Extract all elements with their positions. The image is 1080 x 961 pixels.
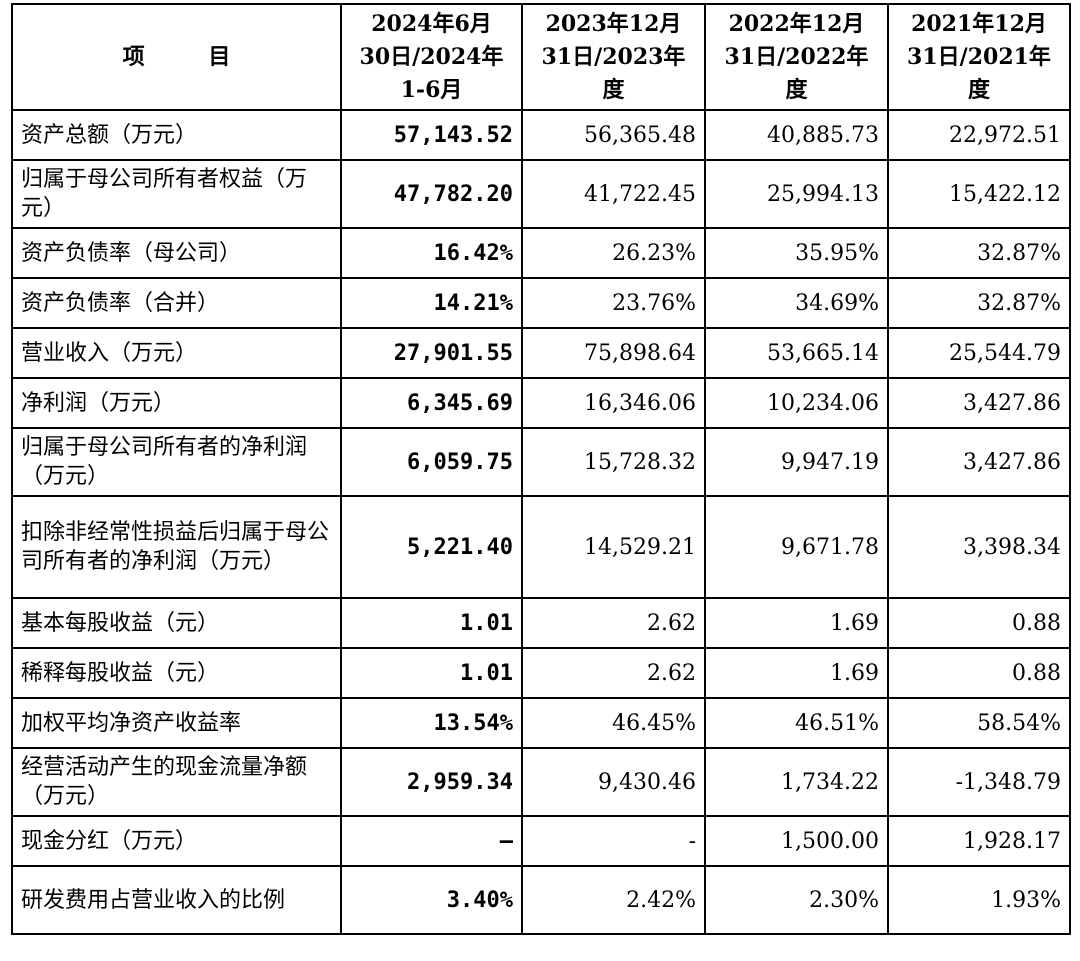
header-2021: 2021年12月 31日/2021年 度	[887, 3, 1071, 111]
value-cell: 32.87%	[887, 227, 1071, 279]
row-label: 资产总额（万元）	[11, 109, 342, 161]
value-cell: 16,346.06	[521, 377, 706, 429]
value-cell: -	[521, 815, 706, 867]
table-row: 营业收入（万元） 27,901.55 75,898.64 53,665.14 25,54…	[11, 327, 1071, 379]
value-cell: 35.95%	[704, 227, 889, 279]
value-cell: 15,422.12	[887, 159, 1071, 229]
row-label: 资产负债率（合并）	[11, 277, 342, 329]
table-row: 稀释每股收益（元） 1.01 2.62 1.69 0.88	[11, 647, 1071, 699]
row-label: 现金分红（万元）	[11, 815, 342, 867]
value-cell: 25,994.13	[704, 159, 889, 229]
value-cell: 25,544.79	[887, 327, 1071, 379]
table-row: 归属于母公司所有者权益（万元） 47,782.20 41,722.45 25,994.…	[11, 159, 1071, 229]
value-cell: 14.21%	[340, 277, 523, 329]
header-2022: 2022年12月 31日/2022年 度	[704, 3, 889, 111]
value-cell: 3,427.86	[887, 427, 1071, 497]
value-cell: 0.88	[887, 647, 1071, 699]
value-cell: 6,345.69	[340, 377, 523, 429]
value-cell: 2.42%	[521, 865, 706, 935]
value-cell: 0.88	[887, 597, 1071, 649]
row-label: 营业收入（万元）	[11, 327, 342, 379]
value-cell: 41,722.45	[521, 159, 706, 229]
row-label: 扣除非经常性损益后归属于母公司所有者的净利润（万元）	[11, 495, 342, 599]
value-cell: 27,901.55	[340, 327, 523, 379]
value-cell: 1.01	[340, 647, 523, 699]
value-cell: 9,671.78	[704, 495, 889, 599]
table-row: 归属于母公司所有者的净利润（万元） 6,059.75 15,728.32 9,947.…	[11, 427, 1071, 497]
table-row: 扣除非经常性损益后归属于母公司所有者的净利润（万元） 5,221.40 14,529…	[11, 495, 1071, 599]
row-label: 净利润（万元）	[11, 377, 342, 429]
value-cell: 10,234.06	[704, 377, 889, 429]
value-cell: 9,947.19	[704, 427, 889, 497]
value-cell: 56,365.48	[521, 109, 706, 161]
value-cell: 16.42%	[340, 227, 523, 279]
header-2023: 2023年12月 31日/2023年 度	[521, 3, 706, 111]
row-label: 归属于母公司所有者权益（万元）	[11, 159, 342, 229]
value-cell: 1.93%	[887, 865, 1071, 935]
value-cell: 15,728.32	[521, 427, 706, 497]
row-label: 稀释每股收益（元）	[11, 647, 342, 699]
table-row: 资产总额（万元） 57,143.52 56,365.48 40,885.73 22,97…	[11, 109, 1071, 161]
row-label: 研发费用占营业收入的比例	[11, 865, 342, 935]
value-cell: 3.40%	[340, 865, 523, 935]
value-cell: 53,665.14	[704, 327, 889, 379]
financial-data-table: 项 目 2024年6月 30日/2024年 1-6月 2023年12月 31日/…	[11, 3, 1071, 935]
value-cell: 14,529.21	[521, 495, 706, 599]
value-cell: 57,143.52	[340, 109, 523, 161]
value-cell: 2,959.34	[340, 747, 523, 817]
value-cell: 3,398.34	[887, 495, 1071, 599]
table-row: 经营活动产生的现金流量净额（万元） 2,959.34 9,430.46 1,734.2…	[11, 747, 1071, 817]
value-cell: 32.87%	[887, 277, 1071, 329]
value-cell: 1,734.22	[704, 747, 889, 817]
row-label: 归属于母公司所有者的净利润（万元）	[11, 427, 342, 497]
value-cell: 46.45%	[521, 697, 706, 749]
table-row: 资产负债率（母公司） 16.42% 26.23% 35.95% 32.87%	[11, 227, 1071, 279]
value-cell: -1,348.79	[887, 747, 1071, 817]
value-cell: 22,972.51	[887, 109, 1071, 161]
value-cell: 26.23%	[521, 227, 706, 279]
value-cell: 40,885.73	[704, 109, 889, 161]
row-label: 加权平均净资产收益率	[11, 697, 342, 749]
value-cell: 2.30%	[704, 865, 889, 935]
value-cell: 6,059.75	[340, 427, 523, 497]
value-cell: 47,782.20	[340, 159, 523, 229]
value-cell: 1,928.17	[887, 815, 1071, 867]
table-row: 资产负债率（合并） 14.21% 23.76% 34.69% 32.87%	[11, 277, 1071, 329]
row-label: 资产负债率（母公司）	[11, 227, 342, 279]
table-row: 研发费用占营业收入的比例 3.40% 2.42% 2.30% 1.93%	[11, 865, 1071, 935]
value-cell: 2.62	[521, 647, 706, 699]
value-cell: 58.54%	[887, 697, 1071, 749]
value-cell: 5,221.40	[340, 495, 523, 599]
value-cell: 3,427.86	[887, 377, 1071, 429]
value-cell: 1.01	[340, 597, 523, 649]
value-cell: 75,898.64	[521, 327, 706, 379]
value-cell: 1.69	[704, 647, 889, 699]
value-cell: 9,430.46	[521, 747, 706, 817]
value-cell: 1,500.00	[704, 815, 889, 867]
header-2024-h1: 2024年6月 30日/2024年 1-6月	[340, 3, 523, 111]
value-cell: 1.69	[704, 597, 889, 649]
value-cell: 2.62	[521, 597, 706, 649]
value-cell: 34.69%	[704, 277, 889, 329]
value-cell: 13.54%	[340, 697, 523, 749]
table-row: 加权平均净资产收益率 13.54% 46.45% 46.51% 58.54%	[11, 697, 1071, 749]
table-row: 净利润（万元） 6,345.69 16,346.06 10,234.06 3,427.8…	[11, 377, 1071, 429]
value-cell: 23.76%	[521, 277, 706, 329]
value-cell: –	[340, 815, 523, 867]
row-label: 经营活动产生的现金流量净额（万元）	[11, 747, 342, 817]
header-row: 项 目 2024年6月 30日/2024年 1-6月 2023年12月 31日/…	[11, 3, 1071, 111]
header-item: 项 目	[11, 3, 342, 111]
table-row: 基本每股收益（元） 1.01 2.62 1.69 0.88	[11, 597, 1071, 649]
table-row: 现金分红（万元） – -1,500.00 1,928.17	[11, 815, 1071, 867]
value-cell: 46.51%	[704, 697, 889, 749]
row-label: 基本每股收益（元）	[11, 597, 342, 649]
